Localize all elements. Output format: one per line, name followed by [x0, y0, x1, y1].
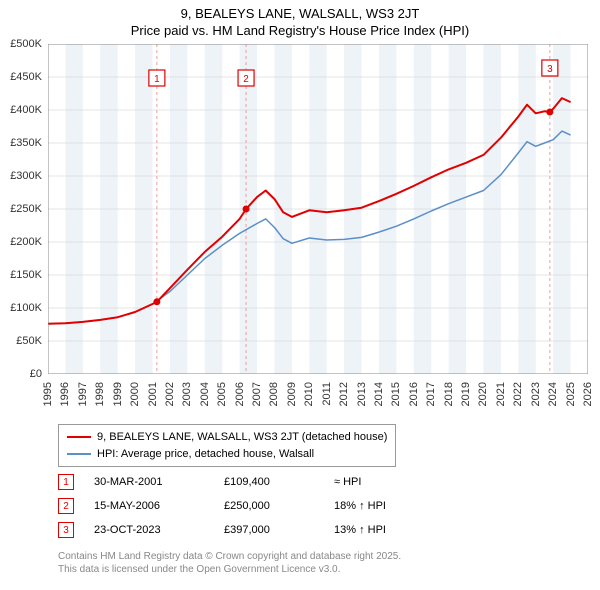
- svg-text:1: 1: [154, 74, 160, 85]
- x-tick-label: 2019: [460, 382, 472, 406]
- marker-table-row: 2 15-MAY-2006 £250,000 18% ↑ HPI: [58, 494, 424, 518]
- x-tick-label: 1997: [77, 382, 89, 406]
- y-tick-label: £150K: [10, 269, 42, 281]
- x-tick-label: 2016: [408, 382, 420, 406]
- legend-item: HPI: Average price, detached house, Wals…: [67, 446, 387, 463]
- marker-relative: ≈ HPI: [334, 476, 424, 488]
- marker-date: 30-MAR-2001: [94, 476, 204, 488]
- x-tick-label: 1999: [112, 382, 124, 406]
- y-tick-label: £200K: [10, 236, 42, 248]
- y-tick-label: £250K: [10, 203, 42, 215]
- legend-swatch: [67, 436, 91, 438]
- footer-line2: This data is licensed under the Open Gov…: [58, 563, 401, 576]
- chart-container: 9, BEALEYS LANE, WALSALL, WS3 2JT Price …: [0, 0, 600, 590]
- x-tick-label: 2022: [512, 382, 524, 406]
- x-tick-label: 2020: [477, 382, 489, 406]
- x-tick-label: 2018: [443, 382, 455, 406]
- x-tick-label: 2024: [547, 382, 559, 406]
- x-axis-labels: 1995199619971998199920002001200220032004…: [48, 378, 588, 428]
- x-tick-label: 2026: [582, 382, 594, 406]
- y-tick-label: £400K: [10, 104, 42, 116]
- x-tick-label: 1996: [59, 382, 71, 406]
- marker-date: 23-OCT-2023: [94, 524, 204, 536]
- x-tick-label: 2021: [495, 382, 507, 406]
- legend-box: 9, BEALEYS LANE, WALSALL, WS3 2JT (detac…: [58, 424, 396, 467]
- footer-line1: Contains HM Land Registry data © Crown c…: [58, 550, 401, 563]
- legend-item: 9, BEALEYS LANE, WALSALL, WS3 2JT (detac…: [67, 429, 387, 446]
- svg-text:3: 3: [547, 64, 553, 75]
- x-tick-label: 2007: [251, 382, 263, 406]
- x-tick-label: 2009: [286, 382, 298, 406]
- x-tick-label: 2010: [303, 382, 315, 406]
- markers-table: 1 30-MAR-2001 £109,400 ≈ HPI 2 15-MAY-2006 £25…: [58, 470, 424, 542]
- marker-price: £109,400: [224, 476, 314, 488]
- marker-price: £397,000: [224, 524, 314, 536]
- title-line1: 9, BEALEYS LANE, WALSALL, WS3 2JT: [0, 6, 600, 23]
- x-tick-label: 2000: [129, 382, 141, 406]
- marker-badge: 3: [58, 522, 74, 538]
- y-tick-label: £0: [30, 368, 42, 380]
- x-tick-label: 2011: [321, 382, 333, 406]
- x-tick-label: 2002: [164, 382, 176, 406]
- x-tick-label: 1998: [94, 382, 106, 406]
- title-line2: Price paid vs. HM Land Registry's House …: [0, 23, 600, 40]
- svg-text:2: 2: [243, 74, 249, 85]
- x-tick-label: 2008: [268, 382, 280, 406]
- legend-label: 9, BEALEYS LANE, WALSALL, WS3 2JT (detac…: [97, 429, 387, 446]
- marker-relative: 13% ↑ HPI: [334, 524, 424, 536]
- marker-date: 15-MAY-2006: [94, 500, 204, 512]
- x-tick-label: 2004: [199, 382, 211, 406]
- y-tick-label: £100K: [10, 302, 42, 314]
- y-axis-labels: £0£50K£100K£150K£200K£250K£300K£350K£400…: [0, 44, 46, 374]
- x-tick-label: 2014: [373, 382, 385, 406]
- y-tick-label: £300K: [10, 170, 42, 182]
- x-tick-label: 2015: [390, 382, 402, 406]
- chart-title-block: 9, BEALEYS LANE, WALSALL, WS3 2JT Price …: [0, 0, 600, 40]
- y-tick-label: £350K: [10, 137, 42, 149]
- marker-badge: 2: [58, 498, 74, 514]
- x-tick-label: 2025: [565, 382, 577, 406]
- footer-attribution: Contains HM Land Registry data © Crown c…: [58, 550, 401, 576]
- marker-price: £250,000: [224, 500, 314, 512]
- marker-table-row: 3 23-OCT-2023 £397,000 13% ↑ HPI: [58, 518, 424, 542]
- y-tick-label: £450K: [10, 71, 42, 83]
- x-tick-label: 2003: [181, 382, 193, 406]
- x-tick-label: 2023: [530, 382, 542, 406]
- x-tick-label: 2012: [338, 382, 350, 406]
- x-tick-label: 2005: [216, 382, 228, 406]
- x-tick-label: 2006: [234, 382, 246, 406]
- chart-svg: 1 2 3: [48, 44, 588, 374]
- y-tick-label: £500K: [10, 38, 42, 50]
- x-tick-label: 1995: [42, 382, 54, 406]
- marker-relative: 18% ↑ HPI: [334, 500, 424, 512]
- y-tick-label: £50K: [16, 335, 42, 347]
- marker-badge: 1: [58, 474, 74, 490]
- chart-plot-area: 1 2 3: [48, 44, 588, 374]
- x-tick-label: 2001: [147, 382, 159, 406]
- legend-label: HPI: Average price, detached house, Wals…: [97, 446, 314, 463]
- legend-swatch: [67, 453, 91, 455]
- x-tick-label: 2013: [356, 382, 368, 406]
- marker-table-row: 1 30-MAR-2001 £109,400 ≈ HPI: [58, 470, 424, 494]
- x-tick-label: 2017: [425, 382, 437, 406]
